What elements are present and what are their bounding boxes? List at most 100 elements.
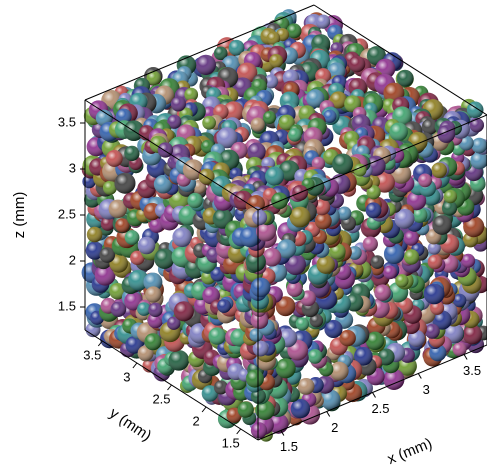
sphere-shade — [124, 145, 140, 162]
sphere-shade — [148, 302, 163, 317]
z-tick-label: 3.5 — [58, 114, 76, 129]
sphere-shade — [316, 14, 331, 29]
sphere-shade — [284, 253, 306, 276]
sphere-shade — [255, 400, 275, 420]
sphere-shade — [228, 39, 245, 56]
sphere-shade — [144, 333, 162, 351]
y-tick-label: 2.5 — [152, 391, 170, 406]
y-tick-label: 3 — [123, 369, 130, 384]
sphere-cloud — [81, 9, 487, 442]
sphere-shade — [265, 166, 285, 186]
sphere-shade — [128, 269, 149, 291]
sphere-shade — [286, 281, 303, 297]
sphere-shade — [471, 137, 487, 154]
box-edge — [313, 4, 487, 116]
sphere-shade — [230, 328, 249, 347]
sphere-shade — [216, 127, 238, 149]
sphere-shade — [94, 264, 116, 286]
sphere-shade — [458, 135, 474, 151]
sphere-shade — [394, 208, 415, 229]
sphere-shade — [452, 293, 467, 308]
sphere-shade — [146, 70, 161, 86]
sphere-shade — [114, 172, 136, 194]
sphere-shade — [389, 122, 408, 142]
z-axis-label: z (mm) — [11, 192, 28, 239]
sphere-shade — [362, 236, 378, 252]
y-tick — [132, 362, 138, 369]
sphere-shade — [370, 255, 385, 269]
y-tick-label: 1.5 — [222, 435, 240, 450]
x-tick — [372, 392, 376, 398]
x-tick — [417, 373, 422, 379]
sphere-shade — [365, 331, 385, 351]
sphere-shade — [100, 216, 115, 231]
sphere-shade — [275, 358, 296, 379]
sphere-shade — [256, 221, 277, 242]
sphere-shade — [366, 185, 381, 200]
sphere-shade — [423, 283, 445, 305]
sphere-shade — [452, 342, 467, 357]
sphere-shade — [403, 249, 420, 265]
sphere-shade — [314, 212, 332, 230]
axes: 1.5 2 2.5 3 3.5 1.5 2 2.5 3 3.5 1.5 2 2.5 3 3.5 — [58, 4, 487, 454]
sphere-shade — [374, 284, 391, 301]
sphere-shade — [115, 218, 130, 233]
sphere-shade — [354, 346, 373, 366]
sphere-shade — [412, 207, 428, 223]
sphere-shade — [173, 301, 194, 322]
sphere-shade — [469, 117, 485, 133]
z-tick-label: 1.5 — [58, 298, 76, 313]
sphere-shade — [115, 108, 132, 125]
sphere-shade — [406, 190, 427, 211]
sphere-shade — [365, 202, 382, 219]
x-tick-label: 3.5 — [463, 363, 481, 378]
sphere-shade — [295, 317, 310, 331]
sphere-shade — [213, 380, 228, 395]
sphere-shade — [421, 118, 438, 135]
sphere-shade — [250, 277, 271, 298]
x-tick — [463, 354, 468, 360]
sphere-shade — [383, 368, 405, 390]
sphere-shade — [289, 206, 311, 228]
sphere-shade — [110, 301, 127, 317]
sphere-shade — [86, 226, 103, 243]
sphere-shade — [168, 350, 190, 371]
sphere-shade — [99, 247, 115, 263]
sphere-shade — [348, 55, 366, 73]
x-tick — [326, 411, 331, 417]
sphere-shade — [167, 316, 181, 330]
sphere-shade — [275, 296, 296, 317]
z-tick-label: 2 — [69, 252, 76, 267]
sphere-shade — [108, 199, 128, 219]
sphere-shade — [311, 156, 326, 171]
sphere-shade — [247, 142, 266, 161]
sphere-shade — [278, 114, 295, 131]
sphere-shade — [157, 142, 174, 158]
sphere-shade — [337, 206, 352, 221]
sphere-shade — [252, 210, 268, 226]
sphere-shade — [462, 324, 483, 345]
sphere-shade — [264, 74, 279, 89]
sphere-shade — [297, 377, 315, 395]
sphere-shade — [309, 313, 324, 328]
sphere-shade — [222, 101, 244, 123]
sphere-shade — [170, 96, 186, 112]
sphere-shade — [466, 101, 484, 119]
sphere-shade — [432, 215, 452, 235]
z-tick-label: 3 — [69, 160, 76, 175]
sphere-shade — [286, 23, 302, 39]
sphere-shade — [250, 311, 269, 329]
sphere-shade — [339, 329, 356, 347]
sphere-shade — [418, 173, 432, 188]
sphere-shade — [307, 349, 323, 364]
sphere-shade — [105, 150, 123, 167]
x-tick-label: 2 — [331, 420, 338, 435]
sphere-shade — [329, 243, 346, 260]
sphere-shade — [470, 151, 487, 170]
y-tick — [236, 428, 242, 435]
sphere-shade — [124, 230, 140, 245]
sphere-shade — [187, 192, 203, 209]
sphere-shade — [172, 227, 192, 248]
sphere-shade — [424, 323, 440, 339]
